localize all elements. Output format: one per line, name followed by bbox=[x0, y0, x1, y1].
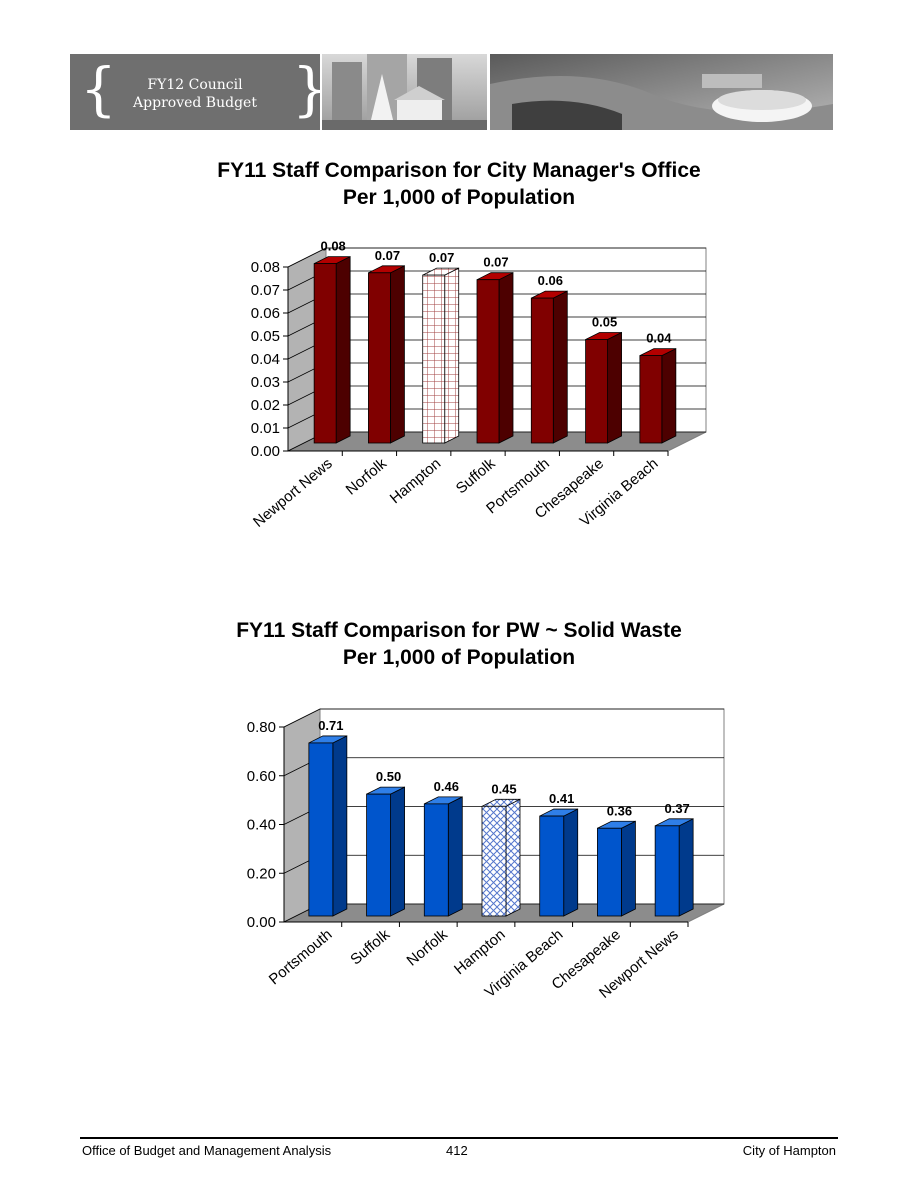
data-label: 0.06 bbox=[538, 273, 563, 288]
bar-virginia-beach bbox=[539, 808, 579, 917]
bar-suffolk bbox=[476, 272, 514, 444]
bar-front bbox=[476, 279, 500, 444]
data-label: 0.41 bbox=[549, 791, 574, 806]
chart1-subtitle: Per 1,000 of Population bbox=[342, 186, 576, 209]
left-brace-icon: { bbox=[80, 55, 117, 123]
bar-front bbox=[366, 793, 391, 917]
chart2-ytick-label: 0.80 bbox=[247, 719, 276, 736]
chart1-gridline bbox=[287, 247, 706, 268]
bar-side bbox=[498, 272, 514, 444]
city-photo-collage bbox=[322, 54, 833, 130]
chart1-ytick-label: 0.04 bbox=[251, 351, 280, 368]
budget-title-line2: Approved Budget bbox=[133, 95, 257, 111]
chart1-ytick-label: 0.02 bbox=[251, 397, 280, 414]
bar-side bbox=[563, 808, 579, 917]
budget-title: FY12 Council Approved Budget bbox=[110, 76, 280, 112]
bar-side bbox=[505, 798, 521, 917]
chart1-ytick-label: 0.01 bbox=[251, 420, 280, 437]
bar-side bbox=[552, 290, 568, 444]
bar-norfolk bbox=[423, 796, 463, 917]
category-label: Norfolk bbox=[343, 455, 391, 499]
chart2-title: FY11 Staff Comparison for PW ~ Solid Was… bbox=[236, 619, 682, 642]
chart2-gridline bbox=[283, 708, 724, 728]
data-label: 0.05 bbox=[592, 315, 617, 330]
bar-hampton bbox=[481, 798, 521, 917]
chart2-plot: 0.00 0.20 0.40 0.60 0.80 0.71 Portsmouth 0.50 Su… bbox=[247, 708, 725, 1002]
chart1-plot: 0.00 0.01 0.02 0.03 0.04 0.05 0.06 0.07 0.08 0.08… bbox=[250, 239, 707, 531]
bar-portsmouth bbox=[308, 735, 348, 917]
category-label: Suffolk bbox=[453, 455, 499, 498]
bar-side bbox=[390, 786, 405, 917]
chart2-ytick-label: 0.40 bbox=[247, 817, 276, 834]
chart1-title: FY11 Staff Comparison for City Manager's… bbox=[217, 159, 701, 182]
bar-chesapeake bbox=[585, 331, 622, 444]
data-label: 0.36 bbox=[607, 803, 632, 818]
data-label: 0.07 bbox=[483, 255, 508, 270]
data-label: 0.71 bbox=[318, 718, 343, 733]
bar-front bbox=[530, 297, 554, 444]
data-label: 0.08 bbox=[320, 239, 345, 254]
bar-front bbox=[654, 825, 680, 917]
budget-title-box: { FY12 Council Approved Budget } bbox=[70, 54, 329, 130]
data-label: 0.07 bbox=[429, 250, 454, 265]
budget-title-line1: FY12 Council bbox=[147, 77, 243, 93]
chart1-ytick-label: 0.00 bbox=[251, 443, 280, 460]
chart2-ytick-label: 0.00 bbox=[247, 914, 276, 931]
category-label: Norfolk bbox=[404, 926, 452, 970]
chart1-ytick-label: 0.05 bbox=[251, 328, 280, 345]
category-label: Hampton bbox=[451, 926, 509, 978]
bar-side bbox=[444, 267, 460, 444]
bar-front bbox=[539, 815, 565, 917]
chart1-ytick-label: 0.06 bbox=[251, 305, 280, 322]
bar-newport-news bbox=[654, 818, 694, 917]
category-label: Hampton bbox=[387, 455, 445, 507]
bar-front bbox=[597, 827, 622, 917]
bar-virginia-beach bbox=[639, 347, 677, 444]
bar-front bbox=[313, 263, 337, 444]
bar-front bbox=[481, 805, 507, 917]
category-label: Portsmouth bbox=[266, 926, 336, 988]
data-label: 0.37 bbox=[664, 801, 689, 816]
bar-side bbox=[678, 818, 694, 917]
footer-rule bbox=[80, 1137, 838, 1139]
bar-newport-news bbox=[313, 255, 351, 444]
bar-front bbox=[423, 803, 449, 917]
bar-chesapeake bbox=[597, 820, 636, 917]
bar-side bbox=[621, 820, 636, 917]
chart1-ytick-label: 0.07 bbox=[251, 282, 280, 299]
bar-side bbox=[661, 347, 677, 444]
bar-norfolk bbox=[368, 265, 405, 444]
category-label: Suffolk bbox=[347, 926, 393, 969]
bar-portsmouth bbox=[530, 290, 568, 444]
footer-city: City of Hampton bbox=[742, 1143, 836, 1158]
footer-department: Office of Budget and Management Analysis bbox=[82, 1143, 332, 1158]
category-label: Newport News bbox=[250, 455, 336, 531]
header-banner: { FY12 Council Approved Budget } bbox=[70, 54, 833, 130]
bar-front bbox=[308, 742, 334, 917]
data-label: 0.50 bbox=[376, 769, 401, 784]
data-label: 0.07 bbox=[375, 248, 400, 263]
bar-side bbox=[447, 796, 463, 917]
bar-suffolk bbox=[366, 786, 405, 917]
bar-side bbox=[390, 265, 405, 444]
chart2-ytick-label: 0.20 bbox=[247, 865, 276, 882]
data-label: 0.46 bbox=[434, 779, 459, 794]
bar-front bbox=[639, 355, 663, 444]
chart1-ytick-label: 0.08 bbox=[251, 259, 280, 276]
bar-side bbox=[607, 331, 622, 444]
data-label: 0.04 bbox=[646, 331, 672, 346]
bar-front bbox=[422, 274, 446, 444]
chart2-subtitle: Per 1,000 of Population bbox=[342, 646, 576, 669]
bar-front bbox=[368, 272, 391, 444]
bar-side bbox=[335, 255, 351, 444]
footer-page-number: 412 bbox=[446, 1143, 468, 1158]
chart2-ytick-label: 0.60 bbox=[247, 768, 276, 785]
bar-front bbox=[585, 339, 608, 444]
bar-side bbox=[332, 735, 348, 917]
bar-hampton bbox=[422, 267, 460, 444]
chart1-ytick-label: 0.03 bbox=[251, 374, 280, 391]
data-label: 0.45 bbox=[491, 781, 516, 796]
